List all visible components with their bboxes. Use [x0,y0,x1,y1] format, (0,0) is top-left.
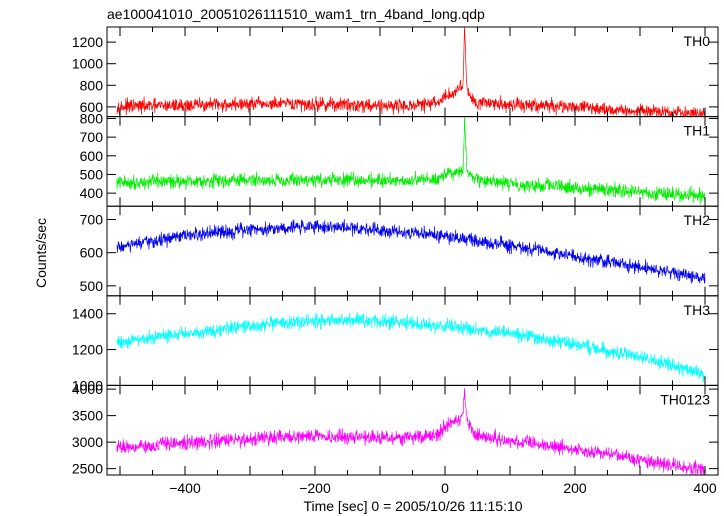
panel-label: TH1 [684,123,711,139]
series-line-th3 [116,312,706,383]
panel-label: TH3 [684,302,711,318]
x-tick-label: −400 [169,480,201,496]
panel-th1: 400 500 600 700 800 TH1 [80,110,719,207]
panel-label: TH0 [684,33,711,49]
y-tick-label: 4000 [72,381,103,397]
x-tick-label: 400 [693,480,717,496]
panel-frame [106,295,719,386]
y-tick-label: 800 [80,110,104,126]
y-tick-label: 1000 [72,56,103,72]
series-line-th2 [116,219,706,284]
y-axis-label: Counts/sec [33,218,49,288]
panel-frame [106,26,719,118]
panel-th0123: 2500 3000 3500 4000 TH0123 [72,381,719,477]
panel-th3: 1000 1200 1400 TH3 [72,295,719,393]
y-tick-label: 600 [80,99,104,115]
x-tick-label: 200 [563,480,587,496]
y-tick-label: 1400 [72,306,103,322]
x-axis-label: Time [sec] 0 = 2005/10/26 11:15:10 [303,498,522,514]
chart-title: ae100041010_20051026111510_wam1_trn_4ban… [107,6,485,22]
x-tick-label: −200 [299,480,331,496]
series-line-th1 [116,116,706,205]
y-tick-label: 1200 [72,342,103,358]
y-tick-label: 1000 [72,377,103,393]
y-tick-label: 800 [80,77,104,93]
panel-label: TH2 [684,212,711,228]
panel-th0: 600 800 1000 1200 TH0 [72,26,719,118]
y-tick-label: 2500 [72,461,103,477]
y-tick-label: 500 [80,278,104,294]
panel-label: TH0123 [660,391,710,407]
series-line-th0 [116,26,706,118]
panel-th2: 500 600 700 TH2 [80,205,719,297]
y-tick-label: 700 [80,129,104,145]
y-tick-label: 700 [80,211,104,227]
panel-frame [106,205,719,297]
y-tick-label: 400 [80,185,104,201]
x-tick-label: 0 [441,480,449,496]
y-tick-label: 1200 [72,34,103,50]
y-tick-label: 500 [80,166,104,182]
series-line-th0123 [116,388,706,476]
y-tick-label: 600 [80,148,104,164]
y-tick-label: 3000 [72,434,103,450]
panel-frame [106,384,719,476]
y-tick-label: 3500 [72,408,103,424]
y-tick-label: 600 [80,245,104,261]
